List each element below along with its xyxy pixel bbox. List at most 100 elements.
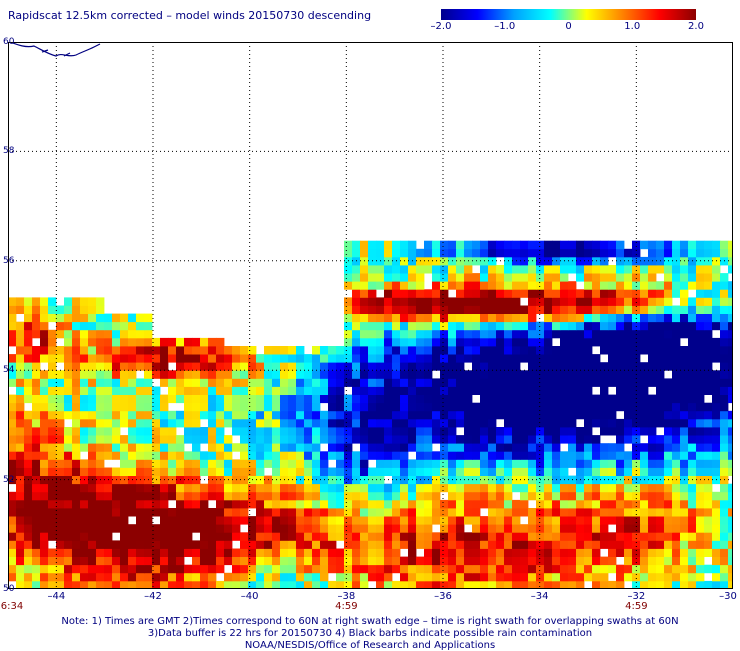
wind-cell [152, 467, 161, 476]
wind-cell [640, 394, 649, 404]
wind-cell [672, 337, 681, 347]
wind-cell [112, 572, 121, 582]
wind-cell [248, 435, 257, 444]
wind-cell [608, 491, 617, 501]
wind-cell [536, 321, 545, 331]
wind-cell [112, 427, 121, 436]
wind-cell [320, 410, 329, 420]
wind-cell [472, 313, 481, 323]
wind-cell [504, 564, 513, 574]
wind-cell [688, 516, 697, 525]
wind-cell [208, 394, 217, 404]
wind-cell [16, 410, 25, 420]
wind-cell [336, 386, 345, 395]
wind-cell [288, 427, 297, 436]
wind-cell [520, 459, 529, 468]
wind-cell [536, 435, 545, 444]
wind-cell [376, 564, 385, 574]
wind-cell [712, 516, 721, 525]
wind-cell [56, 548, 65, 557]
wind-cell [480, 516, 489, 525]
wind-cell [576, 580, 585, 589]
wind-cell [664, 427, 673, 436]
wind-cell [576, 491, 585, 501]
wind-cell [704, 540, 713, 549]
wind-cell [328, 532, 337, 541]
footer-note-2: 3)Data buffer is 22 hrs for 20150730 4) … [147, 628, 593, 639]
wind-cell [384, 394, 393, 404]
wind-cell [104, 491, 113, 501]
wind-cell [592, 265, 601, 274]
wind-cell [112, 548, 121, 557]
wind-cell [472, 564, 481, 574]
wind-cell [488, 459, 497, 468]
wind-cell [384, 273, 393, 282]
wind-cell [264, 443, 273, 452]
wind-cell [496, 427, 505, 436]
wind-cell [304, 548, 313, 557]
wind-cell [368, 402, 377, 412]
wind-cell [184, 508, 193, 517]
wind-cell [528, 427, 537, 436]
wind-cell [560, 362, 569, 371]
wind-cell [416, 483, 425, 493]
wind-cell [432, 508, 441, 517]
wind-cell [504, 532, 513, 541]
wind-cell [616, 337, 625, 347]
wind-cell [536, 410, 545, 420]
wind-cell [400, 483, 409, 493]
wind-cell [96, 580, 105, 589]
wind-cell [424, 386, 433, 395]
wind-cell [416, 281, 425, 290]
wind-cell [352, 313, 361, 323]
wind-cell [256, 410, 265, 420]
wind-cell [696, 305, 705, 314]
wind-cell [384, 443, 393, 452]
wind-cell [456, 321, 465, 331]
wind-cell [424, 410, 433, 420]
wind-cell [592, 313, 601, 323]
wind-cell [136, 321, 145, 331]
wind-cell [384, 240, 393, 250]
wind-cell [48, 297, 57, 306]
wind-cell [648, 265, 657, 274]
wind-cell [392, 451, 401, 460]
wind-cell [696, 451, 705, 460]
wind-cell [48, 435, 57, 444]
wind-cell [520, 378, 529, 387]
wind-cell [640, 459, 649, 468]
wind-cell [120, 483, 129, 493]
wind-cell [288, 370, 297, 379]
wind-cell [40, 451, 49, 460]
wind-cell [248, 491, 257, 501]
wind-cell [112, 556, 121, 566]
wind-cell [80, 556, 89, 566]
wind-cell [464, 386, 473, 395]
wind-cell [32, 499, 41, 509]
wind-cell [32, 483, 41, 493]
wind-cell [648, 427, 657, 436]
wind-cell [280, 370, 289, 379]
wind-cell [568, 427, 577, 436]
wind-cell [424, 564, 433, 574]
wind-cell [408, 516, 417, 525]
wind-cell [432, 386, 441, 395]
wind-cell [88, 491, 97, 501]
wind-cell [728, 386, 733, 395]
wind-cell [648, 297, 657, 306]
wind-cell [240, 483, 249, 493]
wind-cell [480, 378, 489, 387]
wind-cell [600, 443, 609, 452]
wind-cell [536, 305, 545, 314]
wind-cell [512, 329, 521, 339]
wind-cell [480, 386, 489, 395]
wind-cell [640, 540, 649, 549]
wind-cell [56, 532, 65, 541]
wind-cell [424, 289, 433, 298]
wind-difference-map [8, 42, 733, 589]
wind-cell [48, 532, 57, 541]
wind-cell [344, 451, 353, 460]
wind-cell [392, 362, 401, 371]
wind-cell [624, 548, 633, 557]
wind-cell [688, 491, 697, 501]
